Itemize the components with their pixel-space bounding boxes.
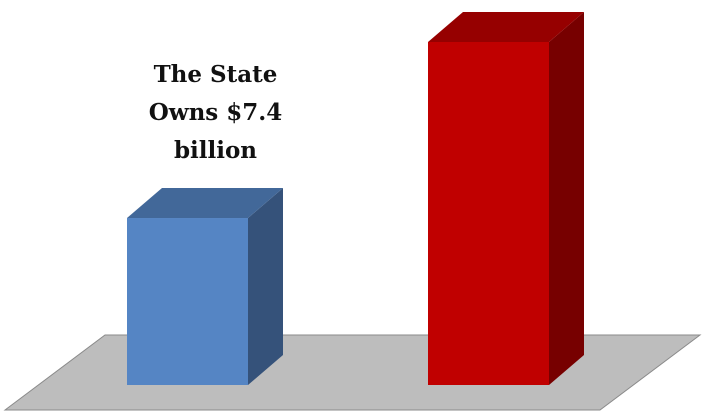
bar-top: [127, 188, 283, 219]
floor: [3, 334, 702, 411]
value-label: The State Owns $7.4 billion: [148, 61, 283, 164]
bar-side: [248, 188, 283, 385]
bar-top: [428, 12, 584, 42]
bar-side: [549, 12, 584, 385]
bar: [428, 42, 549, 385]
bar: [127, 218, 248, 385]
